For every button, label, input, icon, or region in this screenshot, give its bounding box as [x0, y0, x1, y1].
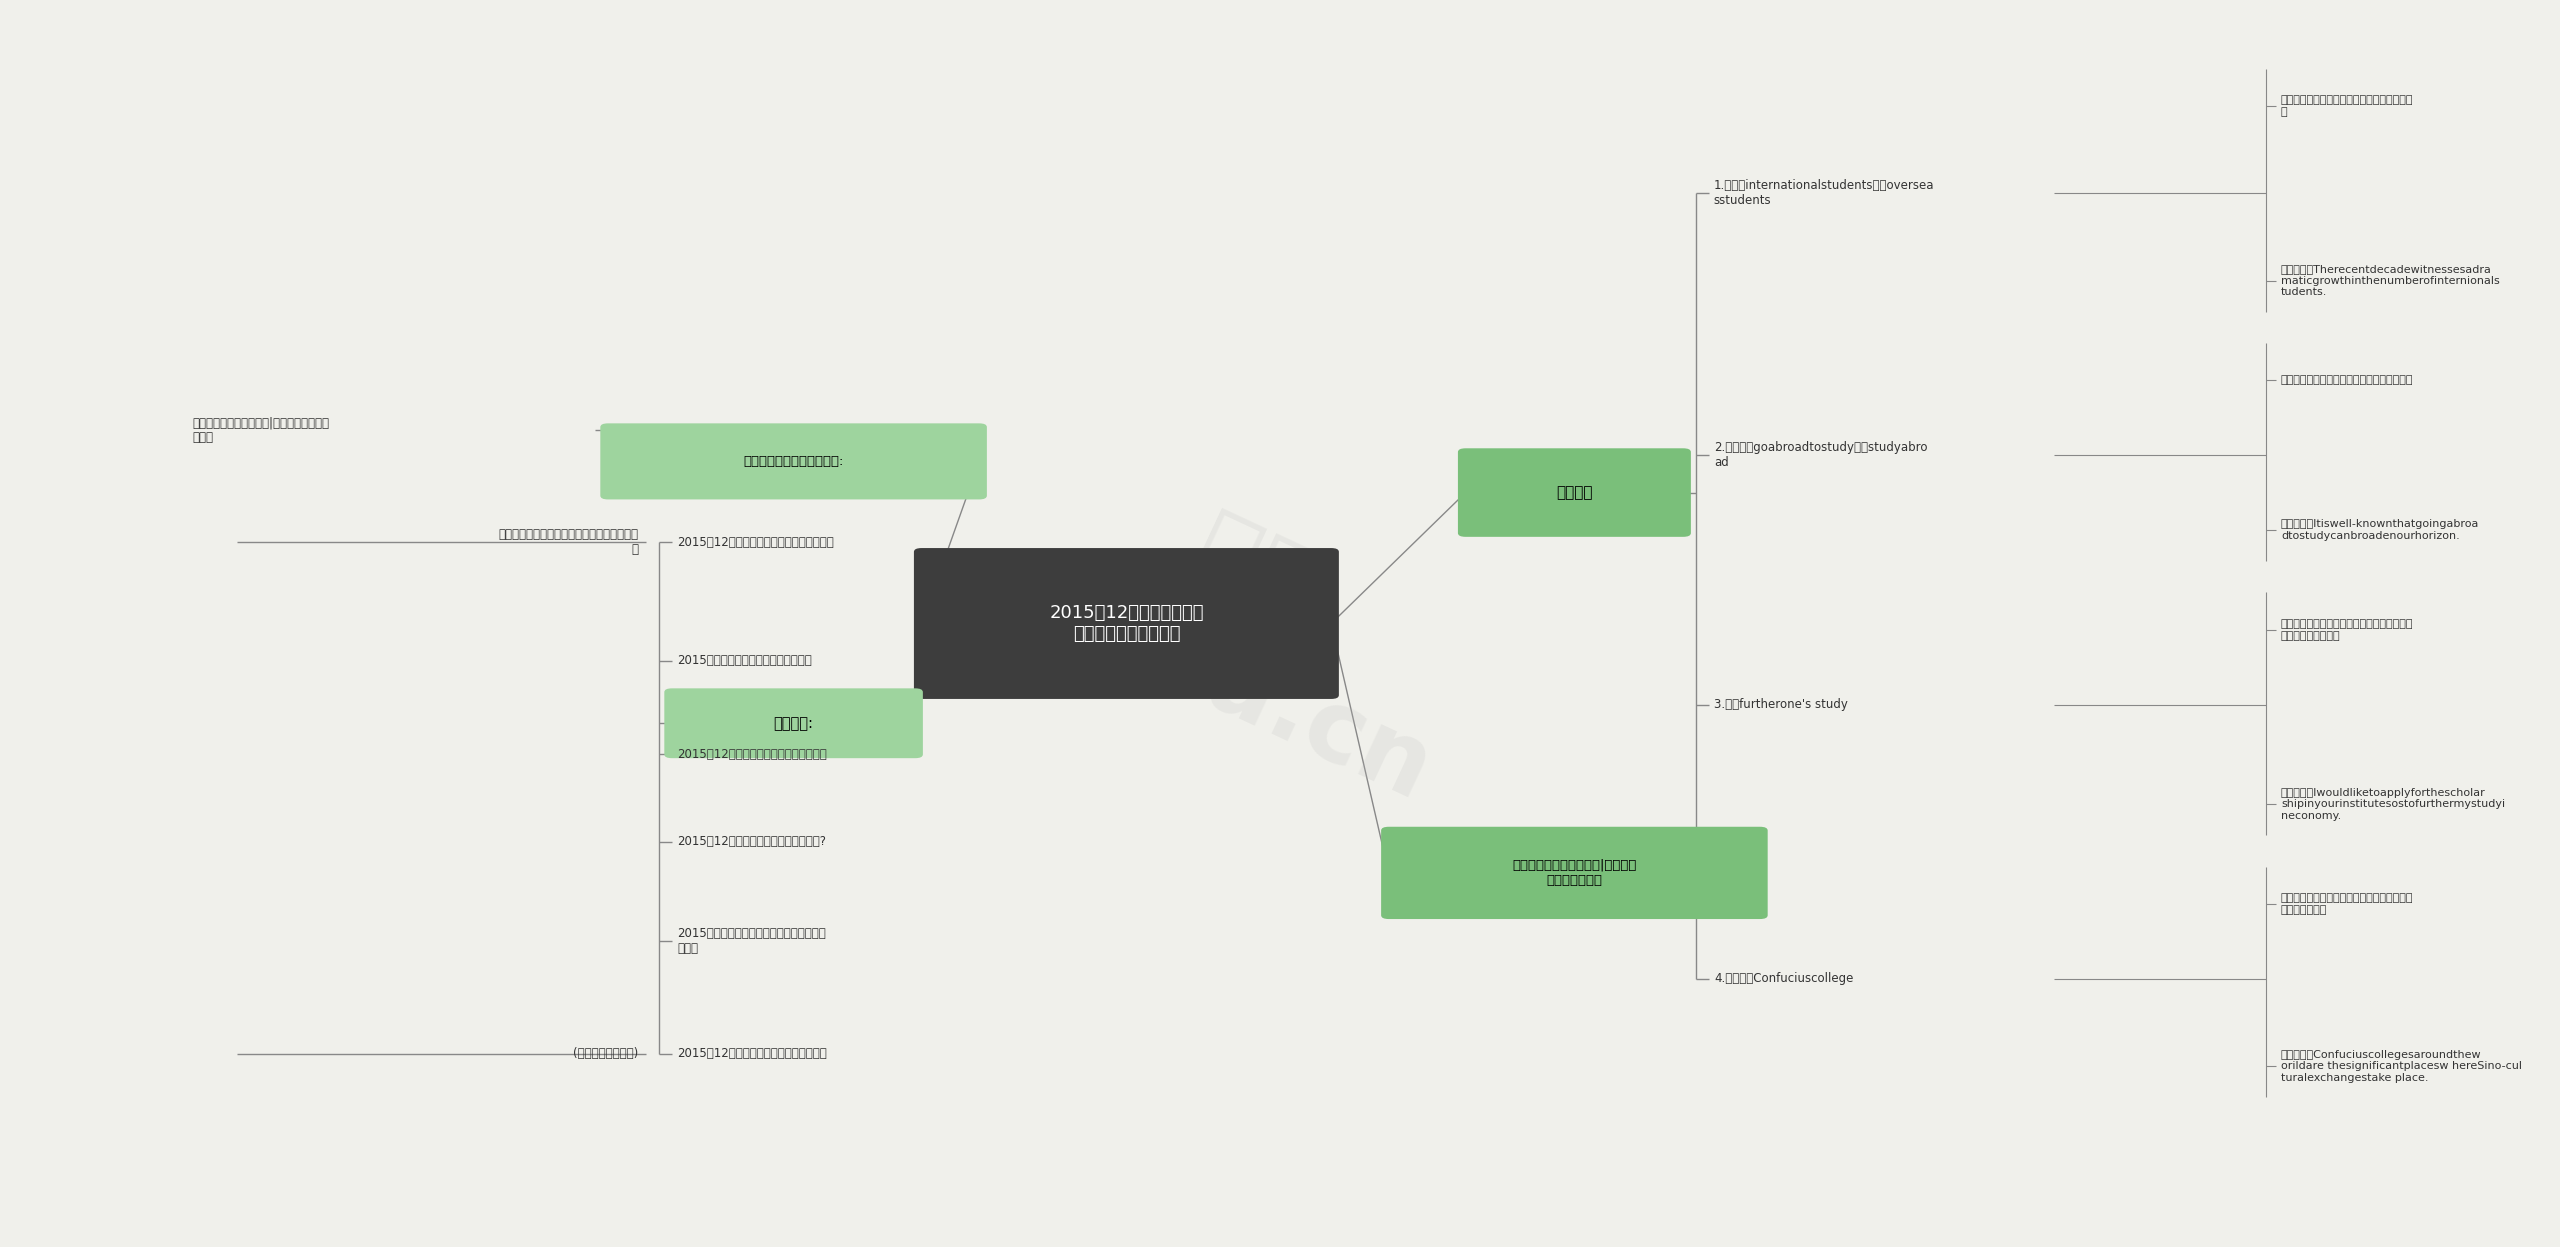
Text: 出国留学: 出国留学 [1556, 485, 1592, 500]
Text: 造句练习：我想申请贵校的奖学金，以期在经
济学领域继续深造。: 造句练习：我想申请贵校的奖学金，以期在经 济学领域继续深造。 [2281, 619, 2414, 641]
Text: 3.深造furtherone's study: 3.深造furtherone's study [1715, 698, 1848, 711]
Text: (责任编辑：田学江): (责任编辑：田学江) [573, 1047, 640, 1060]
Text: 2015年12月英语四六级考试说明及评分标准: 2015年12月英语四六级考试说明及评分标准 [676, 536, 835, 549]
Text: 2015大学英语四六级改革新题型算分器: 2015大学英语四六级改革新题型算分器 [676, 655, 812, 667]
Text: 2015年12月英语六级作文
常考类型题：出国留学: 2015年12月英语六级作文 常考类型题：出国留学 [1050, 604, 1203, 643]
Text: 造句练习：众所周知出国留学可以开阔眼界。: 造句练习：众所周知出国留学可以开阔眼界。 [2281, 375, 2414, 385]
Text: 4.孔子学院Confuciuscollege: 4.孔子学院Confuciuscollege [1715, 973, 1853, 985]
Text: 2015年12月英语四六级考试多少分算过?: 2015年12月英语四六级考试多少分算过? [676, 835, 827, 848]
Text: 2015年12月大学英语四六级成绩查询入口: 2015年12月大学英语四六级成绩查询入口 [676, 748, 827, 761]
Text: 2015大学英语四六级成绩复查方法和成绩证
明补办: 2015大学英语四六级成绩复查方法和成绩证 明补办 [676, 928, 827, 955]
Text: 参考答案：Iwouldliketoapplyforthescholar
shipinyourinstitutesostofurthermystudyi
neco: 参考答案：Iwouldliketoapplyforthescholar ship… [2281, 788, 2506, 821]
Text: 1.留学生internationalstudents或者oversea
sstudents: 1.留学生internationalstudents或者oversea sstu… [1715, 180, 1935, 207]
Text: 大学英语四六级考试奥秘：关于分数的计算方
法: 大学英语四六级考试奥秘：关于分数的计算方 法 [499, 529, 640, 556]
FancyBboxPatch shape [914, 549, 1339, 698]
FancyBboxPatch shape [1382, 827, 1769, 919]
Text: 六级基础强化冲刺套餐班|六级寒假
集训营火热开启: 六级基础强化冲刺套餐班|六级寒假 集训营火热开启 [1513, 859, 1636, 887]
Text: 造句练习：世界各国的孔子学院是中外文化交
流的重要场所。: 造句练习：世界各国的孔子学院是中外文化交 流的重要场所。 [2281, 893, 2414, 915]
FancyBboxPatch shape [1459, 448, 1690, 536]
Text: 2.出国留学goabroadtostudy或者studyabro
ad: 2.出国留学goabroadtostudy或者studyabro ad [1715, 441, 1928, 469]
Text: 2015年12月英语四六级成绩查询常见问题: 2015年12月英语四六级成绩查询常见问题 [676, 1047, 827, 1060]
Text: 树图
shutu.cn: 树图 shutu.cn [963, 425, 1495, 822]
Text: 考后关注:: 考后关注: [773, 716, 814, 731]
Text: 》》更多精彩冲分课程推荐:: 》》更多精彩冲分课程推荐: [742, 455, 845, 468]
FancyBboxPatch shape [666, 688, 924, 758]
Text: 参考答案：Therecentdecadewitnessesadra
maticgrowthinthenumberofinternionals
tudents.: 参考答案：Therecentdecadewitnessesadra maticg… [2281, 264, 2499, 297]
Text: 参考答案：Confuciuscollegesaroundthew
orildare thesignificantplacesw hereSino-cul
tur: 参考答案：Confuciuscollegesaroundthew orildar… [2281, 1050, 2522, 1082]
Text: 造句练习：最近十年在华留学生人数明显增加
。: 造句练习：最近十年在华留学生人数明显增加 。 [2281, 95, 2414, 117]
Text: 四级基础强化冲刺套餐班|四级寒假集训营火
热开启: 四级基础强化冲刺套餐班|四级寒假集训营火 热开启 [192, 416, 330, 444]
FancyBboxPatch shape [599, 423, 986, 499]
Text: 参考答案：Itiswell-knownthatgoingabroa
dtostudycanbroadenourhorizon.: 参考答案：Itiswell-knownthatgoingabroa dtostu… [2281, 519, 2478, 541]
